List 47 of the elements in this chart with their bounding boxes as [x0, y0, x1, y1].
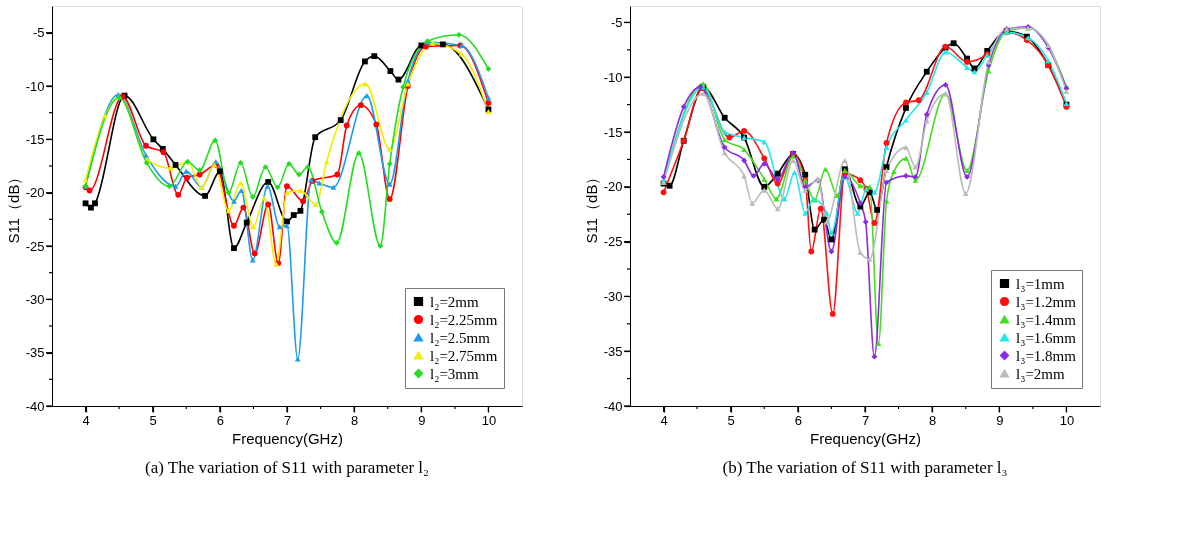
y-tick-label: -30 — [603, 288, 623, 304]
legend-label: l₃=1.4mm — [1016, 311, 1077, 328]
y-tick-label: -35 — [603, 343, 623, 359]
legend-label: l₂=2mm — [430, 293, 480, 310]
legend-label: l₃=2mm — [1016, 365, 1066, 382]
x-tick-label: 9 — [996, 412, 1004, 428]
y-tick-label: -15 — [25, 131, 45, 147]
y-tick-label: -10 — [25, 78, 45, 94]
x-tick-label: 10 — [1059, 412, 1075, 428]
x-axis-title: Frequency(GHz) — [810, 429, 921, 447]
y-tick-label: -40 — [603, 398, 623, 414]
text: (b) The variation of S11 with parameter l₃ — [722, 458, 1008, 477]
legend-label: l₃=1mm — [1016, 275, 1066, 292]
legend-label: l₃=1.2mm — [1016, 293, 1077, 310]
x-axis-title: Frequency(GHz) — [232, 429, 343, 447]
legend-label: l₂=2.25mm — [430, 311, 498, 328]
x-tick-label: 10 — [481, 412, 497, 428]
y-tick-label: -5 — [32, 25, 45, 41]
x-tick-label: 9 — [418, 412, 426, 428]
x-tick-label: 7 — [283, 412, 292, 428]
legend-label: l₂=2.5mm — [430, 329, 491, 346]
y-tick-label: -40 — [25, 398, 45, 414]
y-tick-label: -5 — [610, 14, 623, 30]
legend-label: l₃=1.8mm — [1016, 347, 1077, 364]
y-tick-label: -30 — [25, 291, 45, 307]
x-tick-label: 4 — [82, 412, 90, 428]
legend-label: l₃=1.6mm — [1016, 329, 1077, 346]
x-tick-label: 7 — [861, 412, 870, 428]
y-tick-label: -25 — [603, 234, 623, 250]
y-axis-title: S11（dB） — [4, 169, 22, 244]
legend-label: l₂=2.75mm — [430, 347, 498, 364]
y-tick-label: -20 — [603, 179, 623, 195]
y-tick-label: -25 — [25, 238, 45, 254]
y-tick-label: -10 — [603, 69, 623, 85]
y-axis-title: S11（dB） — [582, 169, 600, 244]
x-tick-label: 5 — [149, 412, 157, 428]
x-tick-label: 8 — [351, 412, 359, 428]
text: (a) The variation of S11 with parameter l₂ — [145, 458, 429, 477]
y-tick-label: -15 — [603, 124, 623, 140]
y-tick-label: -35 — [25, 345, 45, 361]
x-tick-label: 8 — [929, 412, 937, 428]
x-tick-label: 6 — [794, 412, 802, 428]
y-tick-label: -20 — [25, 185, 45, 201]
legend-label: l₂=3mm — [430, 365, 480, 382]
x-tick-label: 6 — [216, 412, 224, 428]
x-tick-label: 5 — [727, 412, 735, 428]
x-tick-label: 4 — [660, 412, 668, 428]
